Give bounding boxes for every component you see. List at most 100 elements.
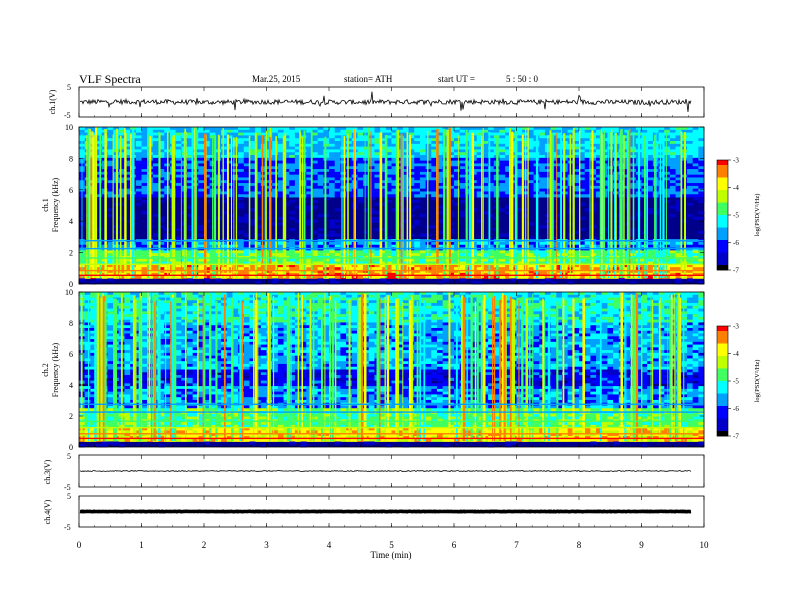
spectrogram-cell <box>692 197 699 201</box>
spectrogram-cell <box>363 155 370 159</box>
spectrogram-cell <box>527 157 534 162</box>
spectrogram-cell <box>238 146 245 150</box>
spectrogram-cell <box>357 258 364 262</box>
spectrogram-cell <box>192 292 199 296</box>
spectrogram-cell <box>686 141 694 145</box>
spectrogram-cell <box>260 264 267 268</box>
spectrogram-cell <box>482 188 489 192</box>
spectrogram-cell <box>488 143 495 148</box>
spectrogram-cell <box>425 233 432 237</box>
spectrogram-cell <box>414 185 421 190</box>
spectrogram-cell <box>124 157 131 162</box>
spectrogram-cell <box>226 294 233 298</box>
spectrogram-cell <box>221 267 228 271</box>
spectrogram-cell <box>363 127 370 131</box>
spectrogram-cell <box>584 250 591 254</box>
spectrogram-cell <box>96 157 103 162</box>
spectrogram-cell <box>272 269 279 274</box>
spectrogram-cell <box>226 174 233 178</box>
narrowband-line <box>79 274 704 276</box>
spectrogram-cell <box>198 155 205 159</box>
frequency-tick-label: 2 <box>69 249 73 258</box>
spectrogram-cell <box>686 202 694 206</box>
spectrogram-cell <box>516 188 523 192</box>
spectrogram-cell <box>363 292 370 296</box>
spectrogram-cell <box>516 269 523 274</box>
spectrogram-cell <box>141 241 148 246</box>
spectrogram-cell <box>499 157 506 162</box>
spectrogram-cell <box>124 250 131 254</box>
spectrogram-cell <box>675 264 682 268</box>
spectrogram-cell <box>232 157 239 162</box>
spectrogram-cell <box>294 174 301 178</box>
spectrogram-cell <box>505 180 512 184</box>
spectrogram-cell <box>669 160 676 164</box>
spectrogram-cell <box>186 269 194 274</box>
narrowband-line <box>79 240 704 242</box>
spectrogram-cell <box>482 157 489 162</box>
spectrogram-cell <box>698 157 705 162</box>
narrowband-line <box>79 269 704 272</box>
spectrogram-cell <box>243 275 250 279</box>
spectrogram-cell <box>647 250 654 254</box>
spectrogram-cell <box>624 127 631 131</box>
spectrogram-cell <box>522 261 529 265</box>
spectrogram-cell <box>522 258 529 262</box>
spectrogram-cell <box>402 250 409 254</box>
spectrogram-cell <box>488 149 495 153</box>
spectrogram-cell <box>522 166 529 170</box>
spectrogram-cell <box>374 185 381 190</box>
spectrogram-cell <box>380 152 387 156</box>
spectrogram-cell <box>596 160 603 164</box>
spectrogram-cell <box>311 185 319 190</box>
spectrogram-cell <box>363 163 370 167</box>
spectrogram-cell <box>510 188 517 192</box>
spectrogram-cell <box>488 253 495 257</box>
spectrogram-cell <box>238 275 245 279</box>
spectrogram-cell <box>692 129 699 133</box>
spectrogram-cell <box>573 250 580 254</box>
spectrogram-cell <box>556 127 563 131</box>
spectrogram-cell <box>283 250 290 254</box>
spectrogram-cell <box>584 188 591 192</box>
spectrogram-cell <box>681 127 688 131</box>
spectrogram-cell <box>459 160 466 164</box>
spectrogram-cell <box>96 177 103 181</box>
spectrogram-cell <box>249 241 256 246</box>
spectrogram-cell <box>408 269 415 274</box>
spectrogram-cell <box>584 269 591 274</box>
spectrogram-cell <box>175 244 182 248</box>
spectrogram-cell <box>522 177 529 181</box>
spectrogram-cell <box>272 261 279 265</box>
spectrogram-cell <box>539 146 546 150</box>
spectrogram-cell <box>647 163 654 167</box>
spectrogram-cell <box>442 264 449 268</box>
spectrogram-cell <box>556 155 563 159</box>
spectrogram-cell <box>107 244 114 248</box>
spectrogram-cell <box>408 272 415 276</box>
spectrogram-cell <box>499 250 506 254</box>
spheric-streak <box>99 134 102 278</box>
spectrogram-cell <box>329 163 336 167</box>
spectrogram-cell <box>516 250 523 254</box>
spectrogram-cell <box>675 261 682 265</box>
spectrogram-cell <box>260 129 267 133</box>
spectrogram-cell <box>283 261 290 265</box>
spectrogram-cell <box>641 132 648 136</box>
spectrogram-cell <box>442 163 449 167</box>
spectrogram-cell <box>658 244 665 248</box>
spectrogram-cell <box>204 129 211 133</box>
spectrogram-cell <box>374 261 381 265</box>
spectrogram-cell <box>289 185 296 190</box>
spectrogram-cell <box>260 275 267 279</box>
spectrogram-cell <box>647 160 654 164</box>
spectrogram-cell <box>488 160 495 164</box>
spectrogram-cell <box>471 281 478 285</box>
spectrogram-cell <box>260 244 267 248</box>
spectrogram-cell <box>675 129 682 133</box>
spectrogram-cell <box>419 152 426 156</box>
spectrogram-cell <box>573 188 580 192</box>
spectrogram-cell <box>300 127 307 131</box>
spectrogram-cell <box>232 135 239 139</box>
